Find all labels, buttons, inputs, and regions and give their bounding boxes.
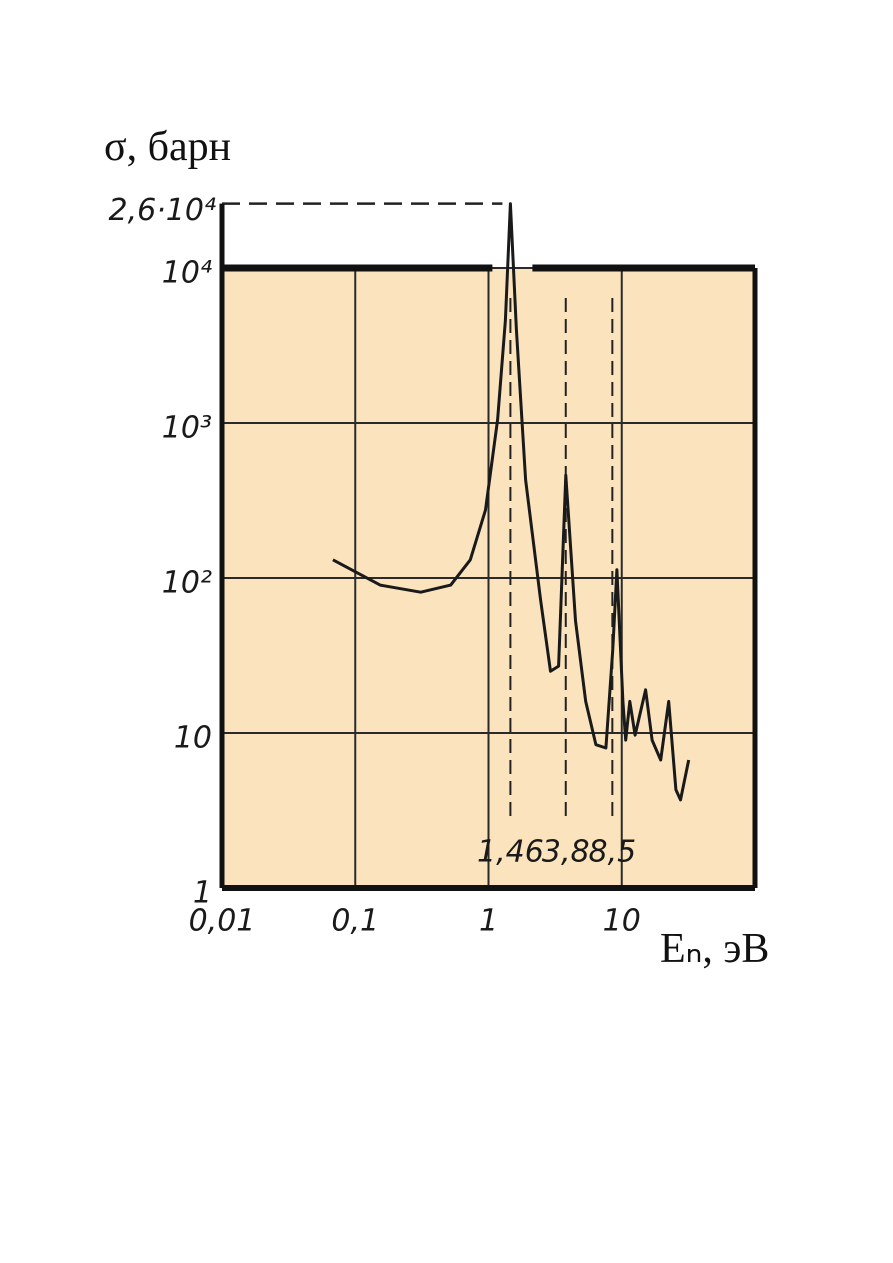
y-tick-label: 10⁴	[162, 256, 212, 291]
y-tick-label: 10³	[162, 411, 212, 446]
resonance-label: 1,46	[477, 835, 544, 870]
resonance-label: 3,8	[542, 835, 590, 870]
y-axis-title: σ, барн	[104, 124, 231, 170]
x-tick-label: 1	[479, 904, 498, 939]
y-tick-label: 10	[174, 721, 212, 756]
x-tick-label: 10	[603, 904, 641, 939]
x-tick-label: 0,1	[331, 904, 379, 939]
data-line	[332, 202, 691, 802]
peak-level-label: 2,6·10⁴	[109, 193, 216, 228]
resonance-label: 8,5	[588, 835, 636, 870]
y-tick-label: 1	[193, 876, 212, 911]
y-tick-label: 10²	[162, 566, 212, 601]
x-tick-label: 0,01	[189, 904, 256, 939]
x-axis-title: Eₙ, эВ	[660, 926, 769, 972]
